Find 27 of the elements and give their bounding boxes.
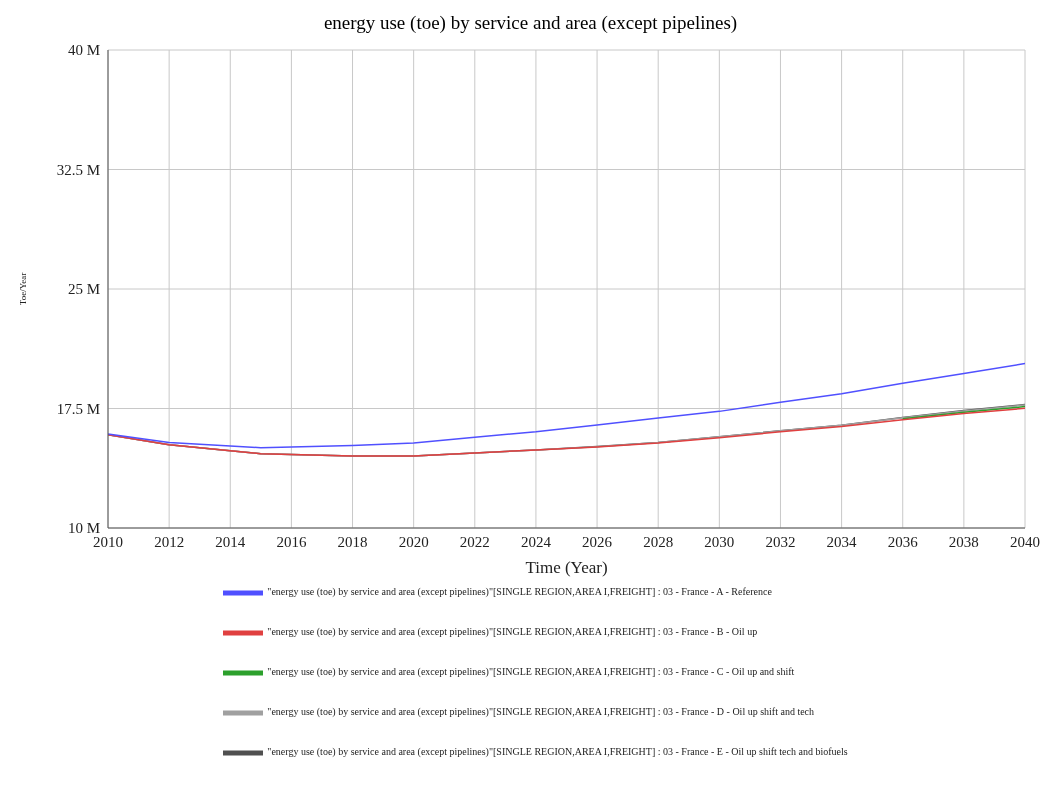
legend-label: "energy use (toe) by service and area (except pipelines)"[SINGLE REGION,AREA I,FREIGHT] : 03 - France - E - Oil up shift tech and biofuels: [267, 746, 848, 758]
legend-label: "energy use (toe) by service and area (except pipelines)"[SINGLE REGION,AREA I,FREIGHT] : 03 - France - C - Oil up and shift: [267, 666, 795, 678]
y-axis-title: Toe/Year: [18, 272, 29, 306]
x-tick-label: 2018: [337, 533, 368, 550]
x-tick-label: 2014: [215, 533, 246, 550]
x-tick-label: 2024: [520, 533, 552, 550]
x-tick-label: 2040: [1010, 533, 1040, 550]
x-axis-title: Time (Year): [525, 558, 608, 577]
x-tick-label: 2012: [154, 533, 185, 550]
y-tick-label: 40 M: [67, 42, 100, 59]
x-tick-label: 2026: [582, 533, 613, 550]
legend-label: "energy use (toe) by service and area (except pipelines)"[SINGLE REGION,AREA I,FREIGHT] : 03 - France - A - Reference: [267, 586, 772, 598]
y-tick-label: 17.5 M: [56, 400, 100, 417]
y-tick-label: 25 M: [67, 281, 100, 298]
x-tick-label: 2036: [887, 533, 919, 550]
x-tick-label: 2038: [948, 533, 979, 550]
legend-label: "energy use (toe) by service and area (except pipelines)"[SINGLE REGION,AREA I,FREIGHT] : 03 - France - D - Oil up shift and tech: [267, 706, 815, 718]
chart-title: energy use (toe) by service and area (except pipelines): [322, 11, 739, 35]
x-tick-label: 2032: [765, 533, 796, 550]
y-tick-label: 32.5 M: [56, 161, 100, 178]
legend-label: "energy use (toe) by service and area (except pipelines)"[SINGLE REGION,AREA I,FREIGHT] : 03 - France - B - Oil up: [267, 626, 758, 638]
x-tick-label: 2034: [826, 533, 858, 550]
x-tick-label: 2020: [398, 533, 429, 550]
x-tick-label: 2030: [704, 533, 735, 550]
x-tick-label: 2016: [276, 533, 307, 550]
x-tick-label: 2028: [643, 533, 674, 550]
x-tick-label: 2022: [459, 533, 490, 550]
